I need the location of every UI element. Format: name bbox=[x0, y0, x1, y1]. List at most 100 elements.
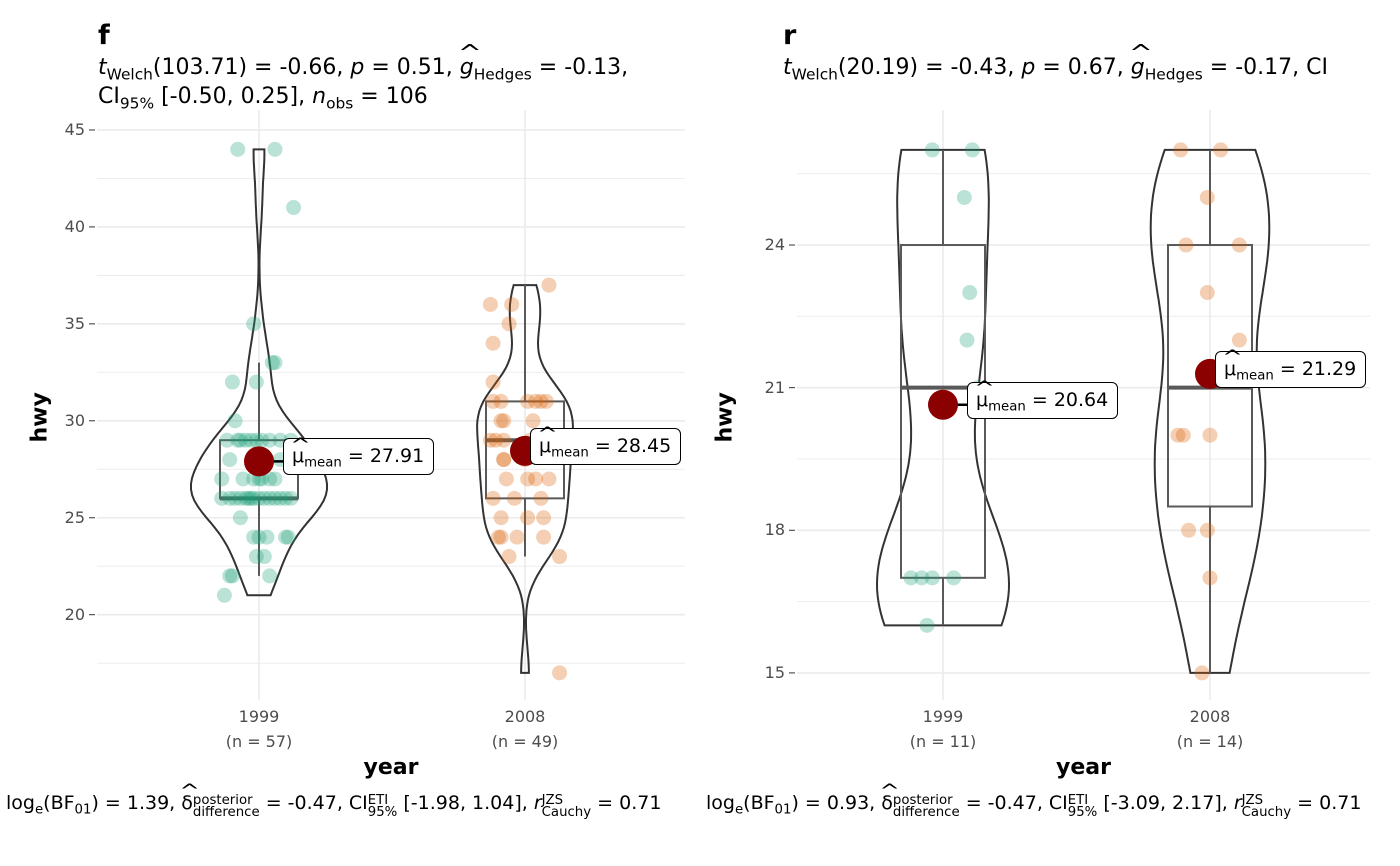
data-point bbox=[222, 568, 238, 584]
data-point bbox=[485, 490, 501, 506]
panel-subtitle: tWelch(20.19) = -0.43, p = 0.67, gHedges… bbox=[783, 54, 1383, 83]
data-point bbox=[238, 432, 254, 448]
supsub: posterior difference bbox=[192, 792, 260, 820]
text-segment: = 0.71 bbox=[591, 792, 662, 814]
text-segment: r bbox=[1233, 792, 1242, 814]
subscript: 95% bbox=[1067, 805, 1098, 821]
text-segment: ) = 1.39, bbox=[91, 792, 182, 814]
mean-label: μmean = 21.29 bbox=[1215, 350, 1367, 388]
mean-value: 28.45 bbox=[616, 434, 672, 457]
data-point bbox=[262, 490, 278, 506]
y-axis-label: hwy bbox=[27, 392, 53, 443]
data-point bbox=[496, 452, 512, 468]
mean-label: μmean = 28.45 bbox=[530, 427, 682, 465]
data-point bbox=[227, 490, 243, 506]
data-point bbox=[1231, 332, 1247, 348]
subscript: Cauchy bbox=[1241, 805, 1292, 821]
mean-value: 20.64 bbox=[1053, 388, 1109, 411]
y-tick-label: 30 bbox=[64, 410, 85, 430]
data-point bbox=[1199, 522, 1215, 538]
data-point bbox=[1202, 570, 1218, 586]
text-segment: t bbox=[783, 55, 792, 80]
data-point bbox=[533, 490, 549, 506]
text-segment: 01 bbox=[774, 802, 792, 818]
text-segment: = -0.47, CI bbox=[959, 792, 1068, 814]
data-point bbox=[482, 296, 498, 312]
text-segment: ) = 0.93, bbox=[791, 792, 882, 814]
text-segment: Welch bbox=[791, 65, 838, 84]
y-tick-label: 21 bbox=[764, 377, 785, 397]
data-point bbox=[482, 432, 498, 448]
x-tick-label: 1999 bbox=[238, 707, 280, 726]
data-point bbox=[246, 490, 262, 506]
panel-title: r bbox=[783, 20, 797, 51]
data-point bbox=[251, 529, 267, 545]
y-tick-label: 45 bbox=[64, 119, 85, 139]
data-point bbox=[493, 413, 509, 429]
data-point bbox=[946, 570, 962, 586]
data-point bbox=[283, 490, 299, 506]
superscript: posterior bbox=[892, 792, 953, 808]
x-tick-label: 1999 bbox=[922, 707, 964, 726]
data-point bbox=[552, 549, 568, 565]
data-point bbox=[1181, 522, 1197, 538]
data-point bbox=[278, 490, 294, 506]
violin-1999 bbox=[875, 148, 1011, 627]
data-point bbox=[248, 432, 264, 448]
data-point bbox=[286, 200, 302, 216]
violin-2008 bbox=[476, 284, 574, 674]
data-point bbox=[552, 665, 568, 681]
x-tick-label: 2008 bbox=[1189, 707, 1231, 726]
text-segment: r bbox=[533, 792, 542, 814]
data-point bbox=[903, 570, 919, 586]
data-point bbox=[272, 490, 288, 506]
superscript: posterior bbox=[192, 792, 253, 808]
data-point bbox=[224, 568, 240, 584]
x-tick-n-label: (n = 57) bbox=[225, 732, 293, 751]
data-point bbox=[528, 471, 544, 487]
superscript: JZS bbox=[541, 792, 564, 808]
text-segment: e bbox=[34, 802, 44, 818]
text-segment: = 106 bbox=[353, 83, 428, 109]
data-point bbox=[959, 332, 975, 348]
data-point bbox=[498, 471, 514, 487]
y-axis-label: hwy bbox=[712, 392, 738, 443]
data-point bbox=[1202, 427, 1218, 443]
text-segment: 95% bbox=[119, 94, 155, 113]
panel-caption: loge(BF01) = 1.39, δposteriordifference … bbox=[6, 790, 666, 820]
data-point bbox=[528, 393, 544, 409]
data-point bbox=[232, 432, 248, 448]
y-tick-label: 24 bbox=[764, 235, 785, 255]
data-point bbox=[214, 490, 230, 506]
data-point bbox=[1199, 285, 1215, 301]
mean-symbol: μ bbox=[976, 389, 988, 411]
data-point bbox=[536, 529, 552, 545]
text-segment: Hedges bbox=[1144, 65, 1203, 84]
data-point bbox=[246, 529, 262, 545]
data-point bbox=[222, 452, 238, 468]
mean-label: μmean = 27.91 bbox=[283, 438, 435, 476]
data-point bbox=[267, 471, 283, 487]
text-segment: log bbox=[706, 792, 735, 814]
x-tick-n-label: (n = 49) bbox=[491, 732, 559, 751]
data-point bbox=[506, 490, 522, 506]
text-segment: log bbox=[6, 792, 35, 814]
text-segment: [-1.98, 1.04], bbox=[397, 792, 534, 814]
data-point bbox=[493, 510, 509, 526]
data-point bbox=[536, 510, 552, 526]
x-tick-n-label: (n = 14) bbox=[1176, 732, 1244, 751]
y-tick-label: 35 bbox=[64, 313, 85, 333]
data-point bbox=[232, 490, 248, 506]
text-segment: p bbox=[350, 55, 365, 80]
mean-subscript: mean bbox=[304, 455, 342, 471]
data-point bbox=[924, 142, 940, 158]
y-tick-label: 15 bbox=[764, 662, 785, 682]
text-segment: (103.71) = -0.66, bbox=[152, 55, 351, 80]
mean-value: 21.29 bbox=[1301, 357, 1357, 380]
data-point bbox=[243, 490, 259, 506]
mean-subscript: mean bbox=[988, 399, 1026, 415]
data-point bbox=[1170, 427, 1186, 443]
data-point bbox=[964, 142, 980, 158]
data-point bbox=[222, 490, 238, 506]
data-point bbox=[264, 355, 280, 371]
